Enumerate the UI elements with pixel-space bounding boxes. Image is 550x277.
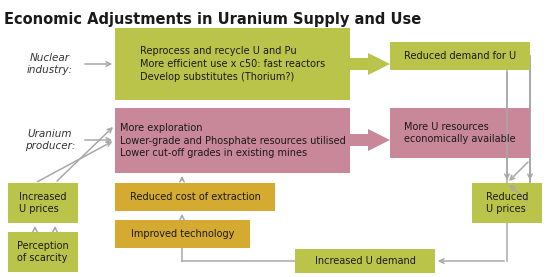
FancyBboxPatch shape — [115, 220, 250, 248]
Polygon shape — [350, 53, 390, 75]
Polygon shape — [350, 129, 390, 151]
FancyBboxPatch shape — [8, 232, 78, 272]
FancyBboxPatch shape — [390, 108, 530, 158]
FancyBboxPatch shape — [115, 183, 275, 211]
Text: Reduced cost of extraction: Reduced cost of extraction — [130, 192, 261, 202]
FancyBboxPatch shape — [390, 42, 530, 70]
FancyBboxPatch shape — [295, 249, 435, 273]
Text: Improved technology: Improved technology — [131, 229, 234, 239]
Text: Increased U demand: Increased U demand — [315, 256, 415, 266]
Text: Reduced
U prices: Reduced U prices — [486, 192, 528, 214]
Text: Reduced demand for U: Reduced demand for U — [404, 51, 516, 61]
Text: Increased
U prices: Increased U prices — [19, 192, 67, 214]
Text: Perception
of scarcity: Perception of scarcity — [17, 241, 69, 263]
Text: Uranium
producer:: Uranium producer: — [25, 129, 75, 151]
FancyBboxPatch shape — [115, 108, 350, 173]
FancyBboxPatch shape — [472, 183, 542, 223]
Text: Nuclear
industry:: Nuclear industry: — [27, 53, 73, 75]
FancyBboxPatch shape — [115, 28, 350, 100]
Text: Reprocess and recycle U and Pu
More efficient use x c50: fast reactors
Develop s: Reprocess and recycle U and Pu More effi… — [140, 46, 325, 82]
Text: More exploration
Lower-grade and Phosphate resources utilised
Lower cut-off grad: More exploration Lower-grade and Phospha… — [120, 123, 345, 158]
Text: Economic Adjustments in Uranium Supply and Use: Economic Adjustments in Uranium Supply a… — [4, 12, 421, 27]
FancyBboxPatch shape — [8, 183, 78, 223]
Text: More U resources
economically available: More U resources economically available — [404, 122, 516, 144]
